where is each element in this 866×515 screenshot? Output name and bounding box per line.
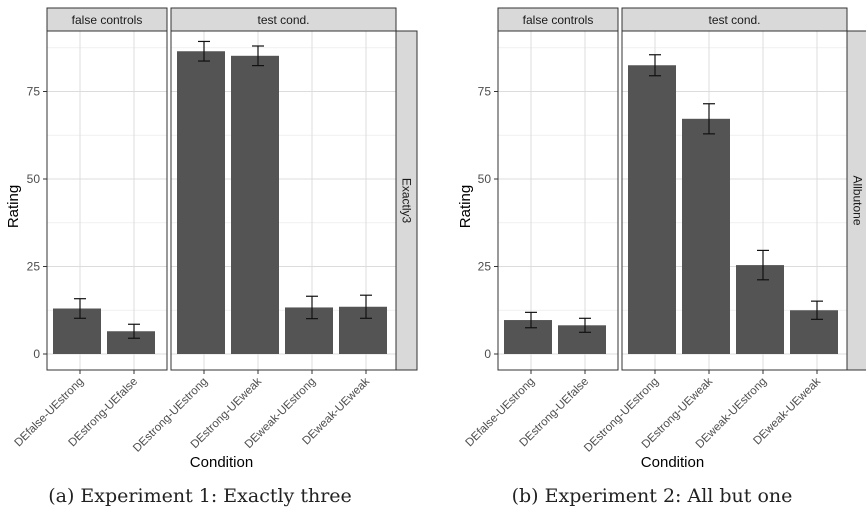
row-strip xyxy=(395,30,418,371)
facet-panel: test cond.DEstrong-UEstrongDEstrong-UEwe… xyxy=(582,7,848,455)
y-tick-label: 75 xyxy=(27,85,41,99)
facet-strip-label: test cond. xyxy=(708,13,760,27)
bar xyxy=(231,55,279,355)
row-strip-label: Allbutone xyxy=(851,175,865,225)
y-tick-label: 0 xyxy=(484,347,491,361)
panel-border xyxy=(46,30,168,371)
facet-strip-label: false controls xyxy=(523,13,594,27)
chart-2: false controlsDEfalse-UEstrongDEstrong-U… xyxy=(457,7,866,507)
facet-strip-label: test cond. xyxy=(257,13,309,27)
y-tick-label: 0 xyxy=(33,347,40,361)
bar xyxy=(558,325,606,354)
x-axis-title: Condition xyxy=(190,454,253,471)
bar xyxy=(107,331,155,354)
facet-panel: false controlsDEfalse-UEstrongDEstrong-U… xyxy=(13,7,168,449)
facet-strip-label: false controls xyxy=(72,13,143,27)
bar xyxy=(285,307,333,354)
panel-border xyxy=(497,30,619,371)
y-tick-label: 50 xyxy=(478,172,492,186)
y-tick-label: 50 xyxy=(27,172,41,186)
bar xyxy=(790,310,838,354)
row-strip-label: Exactly3 xyxy=(400,178,414,224)
bar xyxy=(628,65,676,354)
row-strip xyxy=(846,30,866,371)
bar xyxy=(177,51,225,354)
figure-caption: (a) Experiment 1: Exactly three xyxy=(48,485,352,507)
x-axis-title: Condition xyxy=(641,454,704,471)
y-tick-label: 25 xyxy=(478,260,492,274)
facet-panel: false controlsDEfalse-UEstrongDEstrong-U… xyxy=(464,7,619,449)
chart-1: false controlsDEfalse-UEstrongDEstrong-U… xyxy=(5,7,418,507)
bar xyxy=(339,306,387,354)
y-tick-label: 75 xyxy=(478,85,492,99)
y-axis-title: Rating xyxy=(457,185,474,228)
facet-panel: test cond.DEstrong-UEstrongDEstrong-UEwe… xyxy=(131,7,397,455)
figure-caption: (b) Experiment 2: All but one xyxy=(512,485,793,507)
bar xyxy=(53,308,101,354)
bar xyxy=(682,118,730,354)
bar xyxy=(736,265,784,354)
y-axis-title: Rating xyxy=(5,185,22,228)
y-tick-label: 25 xyxy=(27,260,41,274)
bar xyxy=(504,320,552,354)
